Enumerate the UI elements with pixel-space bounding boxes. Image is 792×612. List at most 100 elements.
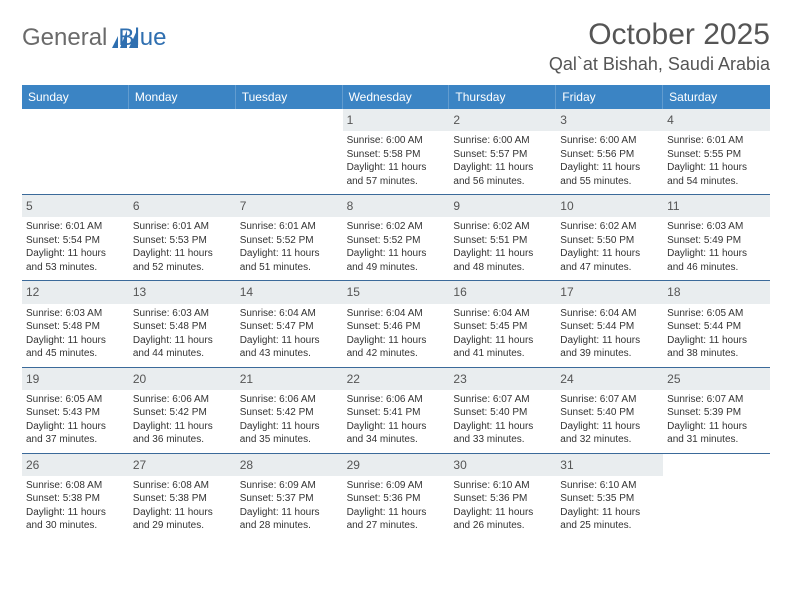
day-number xyxy=(22,109,129,131)
day-cell: 8 Sunrise: 6:02 AMSunset: 5:52 PMDaylight… xyxy=(343,195,450,280)
sunrise-text: Sunrise: 6:07 AM xyxy=(667,393,766,407)
sunrise-text: Sunrise: 6:10 AM xyxy=(560,479,659,493)
day-number: 30 xyxy=(449,454,556,476)
sunset-text: Sunset: 5:54 PM xyxy=(26,234,125,248)
sunset-text: Sunset: 5:49 PM xyxy=(667,234,766,248)
day-number: 15 xyxy=(343,281,450,303)
daylight-text: Daylight: 11 hours and 34 minutes. xyxy=(347,420,446,447)
daylight-text: Daylight: 11 hours and 45 minutes. xyxy=(26,334,125,361)
daylight-text: Daylight: 11 hours and 52 minutes. xyxy=(133,247,232,274)
sunset-text: Sunset: 5:53 PM xyxy=(133,234,232,248)
sunrise-text: Sunrise: 6:02 AM xyxy=(453,220,552,234)
day-number: 28 xyxy=(236,454,343,476)
daylight-text: Daylight: 11 hours and 42 minutes. xyxy=(347,334,446,361)
week-row: 12Sunrise: 6:03 AMSunset: 5:48 PMDayligh… xyxy=(22,281,770,367)
day-cell: 25Sunrise: 6:07 AMSunset: 5:39 PMDayligh… xyxy=(663,368,770,453)
week-row: 5Sunrise: 6:01 AMSunset: 5:54 PMDaylight… xyxy=(22,195,770,281)
sunset-text: Sunset: 5:52 PM xyxy=(347,234,446,248)
sunrise-text: Sunrise: 6:00 AM xyxy=(347,134,446,148)
sunset-text: Sunset: 5:44 PM xyxy=(667,320,766,334)
sunrise-text: Sunrise: 6:10 AM xyxy=(453,479,552,493)
day-number: 21 xyxy=(236,368,343,390)
weekday-header: Sunday xyxy=(22,85,129,109)
day-number: 23 xyxy=(449,368,556,390)
weekday-header: Monday xyxy=(129,85,236,109)
daylight-text: Daylight: 11 hours and 41 minutes. xyxy=(453,334,552,361)
week-row: 1Sunrise: 6:00 AMSunset: 5:58 PMDaylight… xyxy=(22,109,770,195)
day-number: 11 xyxy=(663,195,770,217)
day-cell: 12Sunrise: 6:03 AMSunset: 5:48 PMDayligh… xyxy=(22,281,129,366)
sunrise-text: Sunrise: 6:02 AM xyxy=(347,220,446,234)
sunrise-text: Sunrise: 6:02 AM xyxy=(560,220,659,234)
sunrise-text: Sunrise: 6:08 AM xyxy=(26,479,125,493)
day-cell: 10Sunrise: 6:02 AMSunset: 5:50 PMDayligh… xyxy=(556,195,663,280)
sunset-text: Sunset: 5:48 PM xyxy=(133,320,232,334)
daylight-text: Daylight: 11 hours and 51 minutes. xyxy=(240,247,339,274)
daylight-text: Daylight: 11 hours and 37 minutes. xyxy=(26,420,125,447)
sunrise-text: Sunrise: 6:04 AM xyxy=(453,307,552,321)
sunset-text: Sunset: 5:36 PM xyxy=(347,492,446,506)
day-cell: 11 Sunrise: 6:03 AMSunset: 5:49 PMDayligh… xyxy=(663,195,770,280)
sunrise-text: Sunrise: 6:05 AM xyxy=(26,393,125,407)
day-cell: 23Sunrise: 6:07 AMSunset: 5:40 PMDayligh… xyxy=(449,368,556,453)
week-row: 26Sunrise: 6:08 AMSunset: 5:38 PMDayligh… xyxy=(22,454,770,539)
sunset-text: Sunset: 5:36 PM xyxy=(453,492,552,506)
day-number: 8 xyxy=(343,195,450,217)
daylight-text: Daylight: 11 hours and 36 minutes. xyxy=(133,420,232,447)
sunset-text: Sunset: 5:40 PM xyxy=(560,406,659,420)
sunrise-text: Sunrise: 6:01 AM xyxy=(667,134,766,148)
sunrise-text: Sunrise: 6:06 AM xyxy=(240,393,339,407)
logo-word-blue: Blue xyxy=(118,24,166,52)
day-cell: 28Sunrise: 6:09 AMSunset: 5:37 PMDayligh… xyxy=(236,454,343,539)
daylight-text: Daylight: 11 hours and 54 minutes. xyxy=(667,161,766,188)
day-number: 4 xyxy=(663,109,770,131)
sunset-text: Sunset: 5:46 PM xyxy=(347,320,446,334)
daylight-text: Daylight: 11 hours and 46 minutes. xyxy=(667,247,766,274)
day-cell: 29Sunrise: 6:09 AMSunset: 5:36 PMDayligh… xyxy=(343,454,450,539)
sunset-text: Sunset: 5:38 PM xyxy=(26,492,125,506)
daylight-text: Daylight: 11 hours and 49 minutes. xyxy=(347,247,446,274)
daylight-text: Daylight: 11 hours and 25 minutes. xyxy=(560,506,659,533)
sunset-text: Sunset: 5:41 PM xyxy=(347,406,446,420)
header: General Blue October 2025 Qal`at Bishah,… xyxy=(22,18,770,75)
title-block: October 2025 Qal`at Bishah, Saudi Arabia xyxy=(549,18,770,75)
sunset-text: Sunset: 5:38 PM xyxy=(133,492,232,506)
sunset-text: Sunset: 5:48 PM xyxy=(26,320,125,334)
day-number: 26 xyxy=(22,454,129,476)
day-number: 18 xyxy=(663,281,770,303)
day-cell: 17Sunrise: 6:04 AMSunset: 5:44 PMDayligh… xyxy=(556,281,663,366)
title-month: October 2025 xyxy=(549,18,770,52)
calendar-page: General Blue October 2025 Qal`at Bishah,… xyxy=(0,0,792,549)
day-number: 25 xyxy=(663,368,770,390)
day-number: 27 xyxy=(129,454,236,476)
day-number: 14 xyxy=(236,281,343,303)
sunset-text: Sunset: 5:44 PM xyxy=(560,320,659,334)
day-number: 6 xyxy=(129,195,236,217)
sunrise-text: Sunrise: 6:04 AM xyxy=(560,307,659,321)
weekday-header-row: Sunday Monday Tuesday Wednesday Thursday… xyxy=(22,85,770,109)
day-cell: 31Sunrise: 6:10 AMSunset: 5:35 PMDayligh… xyxy=(556,454,663,539)
sunset-text: Sunset: 5:42 PM xyxy=(133,406,232,420)
daylight-text: Daylight: 11 hours and 29 minutes. xyxy=(133,506,232,533)
day-cell: 15Sunrise: 6:04 AMSunset: 5:46 PMDayligh… xyxy=(343,281,450,366)
daylight-text: Daylight: 11 hours and 28 minutes. xyxy=(240,506,339,533)
day-number: 12 xyxy=(22,281,129,303)
sunset-text: Sunset: 5:58 PM xyxy=(347,148,446,162)
sunrise-text: Sunrise: 6:01 AM xyxy=(26,220,125,234)
day-number: 2 xyxy=(449,109,556,131)
sunset-text: Sunset: 5:57 PM xyxy=(453,148,552,162)
day-cell: 27Sunrise: 6:08 AMSunset: 5:38 PMDayligh… xyxy=(129,454,236,539)
day-number: 17 xyxy=(556,281,663,303)
sunrise-text: Sunrise: 6:04 AM xyxy=(240,307,339,321)
day-cell: 30Sunrise: 6:10 AMSunset: 5:36 PMDayligh… xyxy=(449,454,556,539)
calendar: Sunday Monday Tuesday Wednesday Thursday… xyxy=(22,85,770,539)
day-cell: 1Sunrise: 6:00 AMSunset: 5:58 PMDaylight… xyxy=(343,109,450,194)
day-number: 31 xyxy=(556,454,663,476)
sunset-text: Sunset: 5:37 PM xyxy=(240,492,339,506)
day-cell: 2Sunrise: 6:00 AMSunset: 5:57 PMDaylight… xyxy=(449,109,556,194)
sunrise-text: Sunrise: 6:03 AM xyxy=(133,307,232,321)
sunrise-text: Sunrise: 6:07 AM xyxy=(560,393,659,407)
day-cell: 19Sunrise: 6:05 AMSunset: 5:43 PMDayligh… xyxy=(22,368,129,453)
daylight-text: Daylight: 11 hours and 56 minutes. xyxy=(453,161,552,188)
sunrise-text: Sunrise: 6:03 AM xyxy=(667,220,766,234)
